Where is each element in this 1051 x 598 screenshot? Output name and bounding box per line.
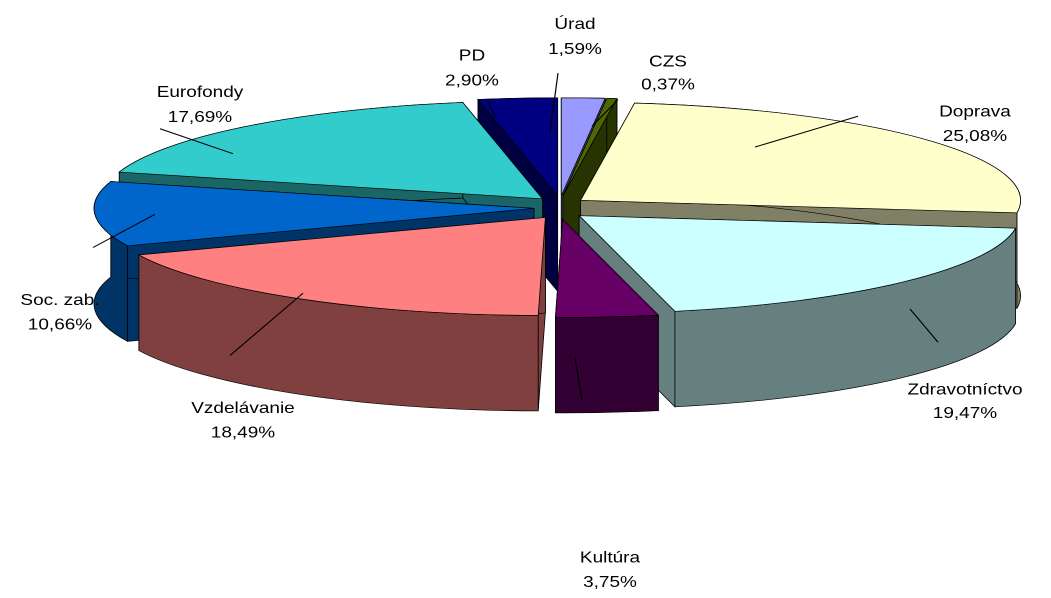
slice	[137, 217, 546, 316]
slice-value-label: 25,08%	[943, 127, 1007, 145]
leader-line	[486, 99, 496, 117]
slice	[562, 97, 618, 196]
slice-value-label: 19,47%	[933, 403, 997, 421]
slice	[477, 97, 559, 197]
slice	[578, 215, 1017, 312]
slice-label: PD	[459, 46, 485, 64]
slice-label: Kultúra	[580, 548, 640, 566]
slice-label: Úrad	[554, 14, 595, 33]
leader-line	[909, 308, 939, 343]
slice-side	[555, 314, 659, 414]
leader-line	[92, 213, 156, 248]
slice	[93, 181, 535, 247]
slice-value-label: 10,66%	[28, 315, 92, 333]
leader-line	[549, 73, 559, 133]
leader-line	[591, 99, 619, 127]
slice	[555, 218, 660, 414]
slice-value-label: 1,59%	[548, 40, 602, 58]
slice-label: CZS	[649, 52, 687, 70]
slice-value-label: 0,37%	[641, 75, 695, 93]
slice-value-label: 18,49%	[211, 423, 275, 441]
leader-line	[754, 115, 859, 148]
slice-label: Eurofondy	[157, 83, 244, 101]
slice-label: Zdravotníctvo	[907, 380, 1022, 398]
slice	[560, 97, 606, 196]
slice	[555, 218, 660, 318]
leader-line	[159, 128, 234, 155]
slice-label: Soc. zab.	[20, 290, 99, 308]
slice	[579, 102, 1021, 214]
slice	[118, 102, 544, 200]
slice-value-label: 17,69%	[168, 108, 232, 126]
slice-value-label: 3,75%	[583, 573, 637, 591]
slice-value-label: 2,90%	[445, 71, 499, 89]
slice-label: Vzdelávanie	[191, 398, 294, 416]
leader-line	[229, 292, 304, 356]
slice	[137, 217, 546, 412]
leader-line	[574, 357, 583, 401]
slice-label: Doprava	[939, 102, 1011, 120]
